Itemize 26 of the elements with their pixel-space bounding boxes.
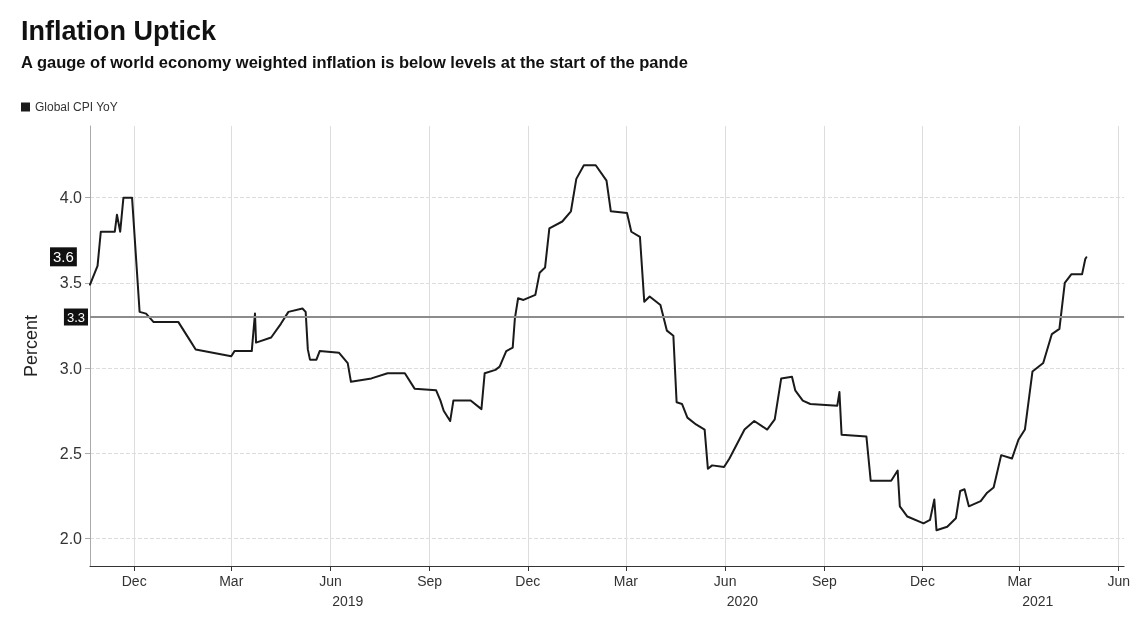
x-tick-label: Dec: [515, 573, 541, 589]
x-tick-label: Jun: [319, 573, 342, 589]
chart-title: Inflation Uptick: [21, 15, 217, 46]
chart-subtitle: A gauge of world economy weighted inflation is below levels at the start of the pande: [21, 52, 688, 71]
x2-tick-label: 2021: [1022, 593, 1054, 609]
x-tick-label: Mar: [1007, 573, 1032, 589]
y-tick-label: 4.0: [59, 189, 83, 207]
x-tick-label: Sep: [811, 573, 837, 589]
x-tick-label: Mar: [219, 573, 244, 589]
x2-tick-label: 2020: [726, 593, 759, 609]
x-tick-label: Dec: [121, 573, 147, 589]
y-tick-label: 2.0: [59, 530, 83, 548]
y-tick-label: 3.0: [59, 359, 83, 377]
x2-tick-label: 2019: [332, 593, 364, 609]
x-tick-label: Sep: [417, 573, 443, 589]
x-tick-label: Dec: [910, 573, 935, 589]
y-axis-title: Percent: [21, 314, 41, 378]
y-tick-label: 2.5: [59, 444, 83, 462]
y-tick-label: 3.5: [59, 274, 83, 292]
x-tick-label: Mar: [613, 573, 639, 589]
legend-label: Global CPI YoY: [35, 100, 118, 114]
x-tick-label: Jun: [713, 573, 737, 589]
x-tick-label: Jun: [1107, 573, 1130, 589]
line-series: [89, 164, 1088, 532]
text: 3.6: [53, 248, 74, 266]
ref-line-label: 3.3: [66, 309, 85, 325]
